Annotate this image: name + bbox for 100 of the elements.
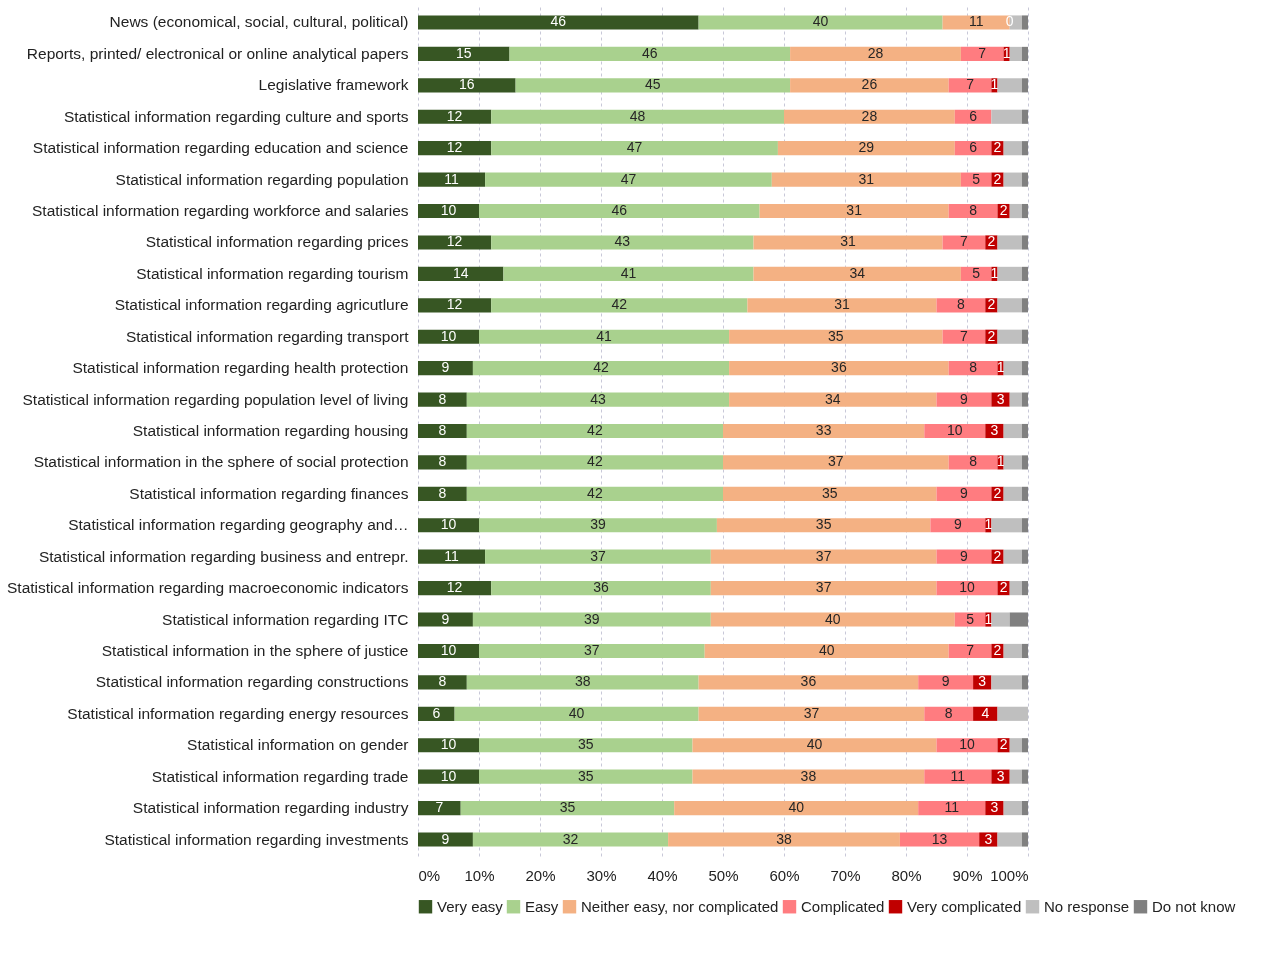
x-tick-label: 20% [525, 866, 556, 884]
bar [418, 266, 504, 281]
data-label: 48 [629, 107, 646, 124]
data-label: 8 [969, 359, 978, 376]
bar [515, 78, 791, 93]
bar [777, 141, 955, 156]
bar [479, 643, 705, 659]
data-label: 8 [438, 422, 447, 438]
data-label: 2 [987, 296, 996, 313]
bar [418, 706, 455, 721]
data-label: 11 [950, 767, 966, 784]
y-tick-label: Statistical information in the sphere of justice [101, 641, 409, 659]
bar [698, 675, 919, 690]
bar [466, 392, 730, 407]
bar [759, 203, 949, 219]
bar [942, 235, 986, 250]
bar [491, 141, 778, 156]
data-label: 2 [993, 139, 1002, 156]
bar [1009, 203, 1022, 219]
data-label: 11 [968, 13, 984, 30]
bar [418, 769, 479, 784]
data-label: 10 [440, 641, 457, 658]
bar [1021, 298, 1028, 313]
bar [491, 109, 784, 124]
bar [918, 675, 974, 690]
bar [1003, 643, 1022, 659]
data-label: 15 [455, 44, 472, 61]
bar [479, 329, 730, 344]
bar [418, 203, 479, 219]
data-label: 9 [441, 359, 450, 376]
bar [790, 78, 949, 93]
bar [1021, 643, 1028, 659]
data-label: 37 [803, 704, 820, 721]
data-label: 37 [828, 453, 844, 470]
data-label: 5 [966, 610, 975, 627]
data-label: 3 [984, 830, 993, 847]
data-label: 47 [620, 170, 637, 187]
bar [418, 15, 699, 30]
bar [1021, 392, 1028, 407]
data-label: 9 [941, 673, 950, 690]
data-label: 9 [441, 610, 450, 627]
data-label: 28 [867, 44, 884, 61]
data-label: 2 [987, 233, 996, 250]
y-tick-label: Statistical information regarding population [115, 170, 409, 188]
bar [936, 392, 992, 407]
data-label: 37 [815, 547, 832, 564]
data-label: 8 [944, 704, 953, 721]
y-tick-label: Statistical information regarding transport [125, 327, 410, 345]
bar [723, 455, 949, 470]
y-tick-label: Statistical information regarding ITC [162, 610, 409, 628]
bar [1021, 361, 1028, 376]
data-label: 45 [645, 76, 661, 93]
data-label: 2 [993, 641, 1002, 658]
data-label: 42 [587, 453, 603, 470]
data-label: 9 [960, 547, 969, 564]
bar [1009, 46, 1022, 61]
data-label: 0 [1005, 13, 1014, 30]
data-label: 31 [858, 170, 875, 187]
data-label: 14 [452, 264, 469, 281]
bar [997, 235, 1022, 250]
bar [991, 612, 1010, 627]
y-tick-label: Statistical information regarding education and science [32, 139, 409, 157]
bar [485, 172, 772, 187]
bar [418, 801, 461, 816]
bar [1021, 675, 1028, 690]
bar [1021, 832, 1028, 847]
bar [710, 581, 937, 596]
bar [460, 801, 675, 816]
bar [1003, 423, 1022, 439]
x-tick-label: 30% [586, 866, 617, 884]
bar [1021, 518, 1028, 533]
bar [997, 298, 1022, 313]
bar [948, 455, 998, 470]
bar [723, 486, 937, 501]
data-label: 3 [990, 799, 999, 816]
bar [1021, 581, 1028, 596]
bar [418, 78, 516, 93]
bar [991, 109, 1022, 124]
bar [948, 78, 992, 93]
x-tick-label: 80% [891, 866, 922, 884]
bar [991, 675, 1022, 690]
data-label: 36 [800, 673, 817, 690]
bar [698, 706, 925, 721]
bar [973, 706, 998, 721]
data-label: 40 [825, 610, 841, 627]
data-label: 5 [972, 170, 981, 187]
y-tick-label: Statistical information regarding investments [104, 830, 409, 848]
y-tick-label: News (economical, social, cultural, political) [109, 13, 409, 31]
data-label: 2 [999, 579, 1008, 596]
bar [472, 361, 730, 376]
data-label: 35 [559, 799, 576, 816]
bar [729, 329, 943, 344]
bar [899, 832, 980, 847]
bar [491, 298, 748, 313]
data-label: 34 [825, 390, 841, 407]
bar [1003, 486, 1022, 501]
bar [716, 518, 931, 533]
bar [954, 612, 986, 627]
bar [948, 643, 992, 659]
data-label: 39 [584, 610, 600, 627]
